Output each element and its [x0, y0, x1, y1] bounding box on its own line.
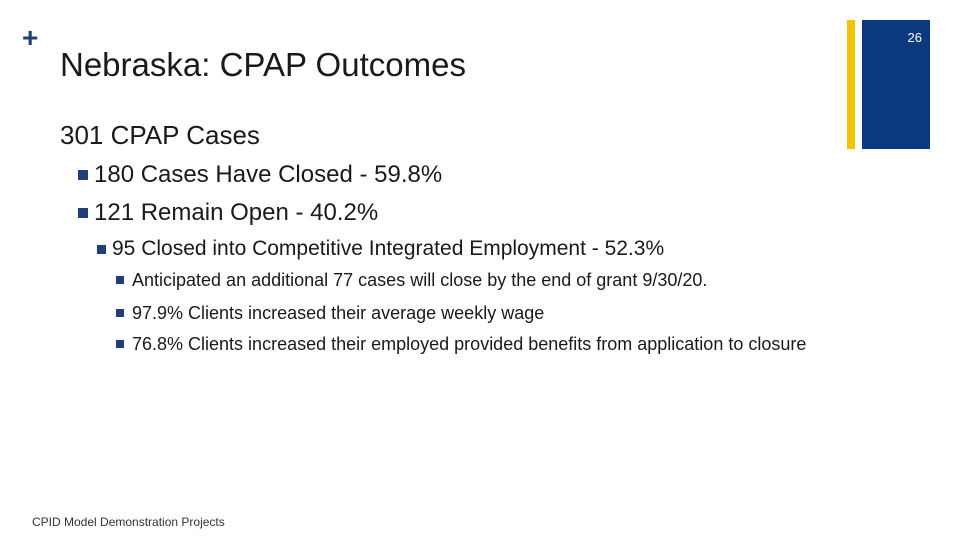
bullet-level3-item: 95 Closed into Competitive Integrated Em…: [97, 236, 664, 262]
bullet-level4-item: Anticipated an additional 77 cases will …: [116, 268, 836, 292]
bullet-text: 97.9% Clients increased their average we…: [132, 303, 545, 323]
bullet-level2-item: 180 Cases Have Closed - 59.8%: [78, 160, 442, 190]
accent-box-blue: [862, 20, 930, 149]
bullet-level1: 301 CPAP Cases: [60, 120, 260, 150]
bullet-text: 76.8% Clients increased their employed p…: [132, 334, 807, 354]
slide-title: Nebraska: CPAP Outcomes: [60, 46, 466, 83]
plus-icon: +: [22, 22, 39, 53]
square-bullet-icon: [97, 244, 106, 254]
square-bullet-icon: [78, 208, 88, 218]
bullet-level4-item: 97.9% Clients increased their average we…: [116, 301, 836, 325]
bullet-level4-item: 76.8% Clients increased their employed p…: [116, 332, 836, 356]
footer-text: CPID Model Demonstration Projects: [32, 515, 225, 529]
square-bullet-icon: [78, 170, 88, 180]
square-bullet-icon: [116, 309, 124, 317]
bullet-text: 95 Closed into Competitive Integrated Em…: [112, 237, 665, 260]
bullet-level2-item: 121 Remain Open - 40.2%: [78, 198, 378, 228]
square-bullet-icon: [116, 276, 124, 284]
square-bullet-icon: [116, 340, 124, 348]
bullet-text: 121 Remain Open - 40.2%: [94, 199, 379, 226]
bullet-text: 180 Cases Have Closed - 59.8%: [94, 161, 443, 188]
accent-bar-yellow: [847, 20, 855, 149]
slide-number: 26: [907, 30, 922, 45]
bullet-text: Anticipated an additional 77 cases will …: [132, 270, 708, 290]
